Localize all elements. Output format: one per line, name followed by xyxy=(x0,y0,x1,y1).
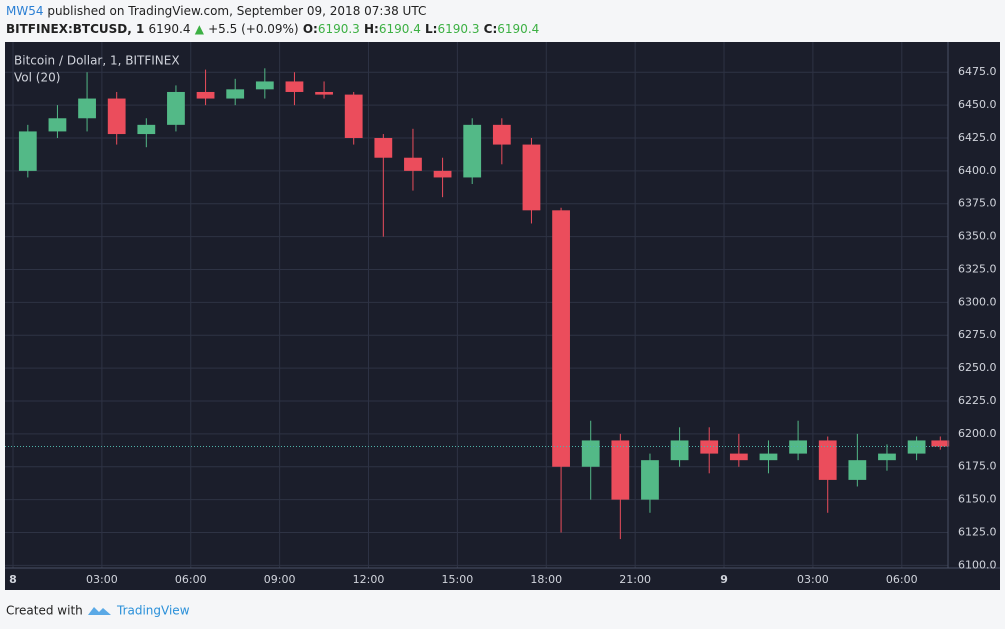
candle-body xyxy=(226,89,245,99)
chart-panel xyxy=(5,42,1000,590)
indicator-label: Vol (20) xyxy=(14,71,60,85)
candle-body xyxy=(344,94,363,138)
c-label: C: xyxy=(484,22,498,36)
arrow: ▲ xyxy=(195,22,205,36)
candle-body xyxy=(285,81,304,92)
candle-body xyxy=(848,460,867,480)
plot xyxy=(5,42,950,568)
candle-body xyxy=(611,440,630,500)
y-tick-label: 6350.0 xyxy=(958,230,997,243)
x-tick-label: 03:00 xyxy=(797,573,829,586)
candle-body xyxy=(907,440,926,454)
footer-brand[interactable]: TradingView xyxy=(116,604,190,618)
candle-body xyxy=(789,440,807,454)
x-tick-label: 03:00 xyxy=(86,573,118,586)
y-tick-label: 6225.0 xyxy=(958,394,997,407)
y-tick-label: 6325.0 xyxy=(958,262,997,275)
candle-body xyxy=(818,440,837,480)
h-label: H: xyxy=(364,22,379,36)
y-tick-label: 6175.0 xyxy=(958,460,997,473)
y-tick-label: 6450.0 xyxy=(958,98,997,111)
candle-body xyxy=(433,170,452,178)
x-tick-label: 12:00 xyxy=(353,573,385,586)
candle-body xyxy=(463,124,482,178)
candle-body xyxy=(196,91,215,99)
y-tick-label: 6375.0 xyxy=(958,197,997,210)
candle-body xyxy=(670,440,689,461)
candle-body xyxy=(374,137,393,158)
candle-body xyxy=(492,124,511,145)
candle-body xyxy=(581,440,600,467)
quote-line: BITFINEX:BTCUSD, 1 6190.4 ▲ +5.5 (+0.09%… xyxy=(6,22,539,36)
o: 6190.3 xyxy=(318,22,360,36)
candle-body xyxy=(641,460,659,500)
y-tick-label: 6125.0 xyxy=(958,525,997,538)
x-tick-label: 9 xyxy=(720,573,728,586)
logo xyxy=(88,607,111,615)
y-tick-label: 6150.0 xyxy=(958,493,997,506)
c: 6190.4 xyxy=(497,22,539,36)
y-tick-label: 6275.0 xyxy=(958,328,997,341)
candle-body xyxy=(107,98,126,135)
y-tick-label: 6200.0 xyxy=(958,427,997,440)
candle-body xyxy=(552,210,570,467)
o-label: O: xyxy=(303,22,318,36)
candle-body xyxy=(700,440,719,454)
header-line: MW54 published on TradingView.com, Septe… xyxy=(6,4,426,18)
candle-body xyxy=(48,118,67,132)
h: 6190.4 xyxy=(379,22,421,36)
candle-body xyxy=(78,98,96,119)
l-label: L: xyxy=(425,22,437,36)
candle-body xyxy=(729,453,748,461)
last: 6190.4 xyxy=(149,22,191,36)
y-tick-label: 6100.0 xyxy=(958,558,997,571)
x-tick-label: 06:00 xyxy=(886,573,918,586)
x-tick-label: 21:00 xyxy=(619,573,651,586)
candle-body xyxy=(759,453,778,461)
candle-body xyxy=(878,453,896,461)
x-tick-label: 15:00 xyxy=(442,573,474,586)
y-tick-label: 6300.0 xyxy=(958,295,997,308)
footer-created: Created with xyxy=(6,604,83,618)
candle-body xyxy=(255,81,274,90)
y-tick-label: 6425.0 xyxy=(958,131,997,144)
x-tick-label: 09:00 xyxy=(264,573,296,586)
candle-body xyxy=(315,91,333,95)
y-tick-label: 6400.0 xyxy=(958,164,997,177)
candle-body xyxy=(167,91,185,125)
published: published on TradingView.com, September … xyxy=(47,4,426,18)
change: +5.5 (+0.09%) xyxy=(208,22,299,36)
x-tick-label: 06:00 xyxy=(175,573,207,586)
chart-title: Bitcoin / Dollar, 1, BITFINEX xyxy=(14,54,180,68)
x-tick-label: 8 xyxy=(9,573,17,586)
candle-body xyxy=(522,144,541,211)
symbol: BITFINEX:BTCUSD, 1 xyxy=(6,22,144,36)
candle-body xyxy=(931,440,950,447)
l: 6190.3 xyxy=(437,22,479,36)
author[interactable]: MW54 xyxy=(6,4,44,18)
candle-body xyxy=(18,131,37,171)
candle-body xyxy=(137,124,156,135)
x-tick-label: 18:00 xyxy=(530,573,562,586)
candle-body xyxy=(404,157,422,171)
y-tick-label: 6250.0 xyxy=(958,361,997,374)
y-tick-label: 6475.0 xyxy=(958,65,997,78)
